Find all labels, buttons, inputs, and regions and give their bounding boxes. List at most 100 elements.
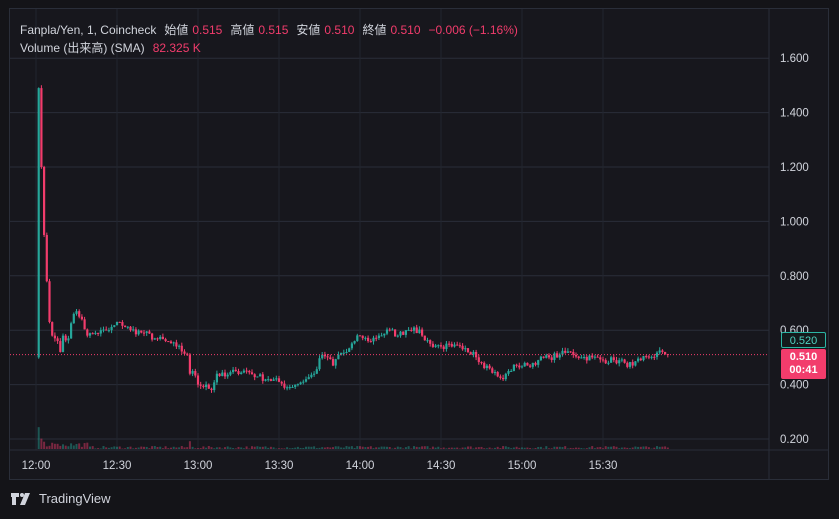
open-value: 0.515	[192, 22, 223, 37]
volume-bar	[340, 447, 343, 449]
candle-body	[637, 358, 640, 362]
volume-bar	[639, 446, 642, 449]
candle-body	[372, 337, 375, 342]
volume-bar	[240, 447, 243, 449]
candle-body	[180, 345, 183, 352]
volume-bar	[442, 447, 445, 449]
candle-body	[642, 356, 645, 361]
candle-body	[248, 371, 251, 373]
volume-bar	[53, 443, 56, 449]
volume-bar	[48, 445, 51, 449]
volume-bar	[261, 446, 264, 449]
candle-body	[553, 353, 556, 360]
candle-body	[288, 387, 291, 389]
volume-bar	[105, 447, 108, 449]
volume-bar	[334, 446, 337, 449]
candle-body	[445, 343, 448, 349]
candle-body	[483, 362, 486, 369]
volume-bar	[361, 446, 364, 449]
candle-body	[601, 359, 605, 361]
candle-body	[64, 335, 67, 341]
volume-bar	[396, 446, 399, 449]
volume-bar	[113, 446, 116, 449]
volume-bar	[475, 447, 478, 449]
volume-bar	[37, 427, 40, 449]
candle-body	[299, 382, 302, 385]
volume-bar	[253, 446, 256, 449]
volume-bar	[656, 446, 658, 449]
candle-body	[302, 381, 305, 383]
volume-bar	[566, 448, 569, 449]
volume-bar	[502, 446, 505, 449]
candle-body	[658, 350, 661, 353]
candle-body	[191, 371, 194, 374]
candle-body	[399, 331, 402, 336]
candle-body	[612, 357, 615, 361]
volume-bar	[245, 446, 248, 449]
candle-body	[269, 379, 272, 381]
candle-body	[561, 350, 564, 355]
candle-body	[620, 359, 623, 361]
candle-body	[159, 336, 162, 339]
volume-bar	[421, 446, 424, 449]
candle-body	[353, 341, 356, 344]
candle-body	[205, 384, 208, 387]
candle-body	[607, 362, 610, 364]
volume-bar	[634, 446, 637, 449]
close-label: 終値	[362, 23, 387, 37]
volume-bar	[491, 448, 494, 449]
candle-body	[67, 338, 70, 341]
volume-bar	[593, 448, 596, 449]
volume-bar	[264, 446, 267, 449]
time-tick-label: 13:00	[184, 460, 213, 472]
close-value: 0.510	[390, 22, 421, 37]
volume-bar	[369, 446, 372, 449]
candle-body	[383, 333, 386, 336]
candle-body	[323, 354, 326, 357]
volume-bar	[178, 447, 181, 449]
volume-bar	[615, 446, 618, 449]
volume-bar	[583, 448, 586, 449]
volume-bar	[67, 446, 70, 449]
candle-body	[412, 327, 416, 331]
volume-bar	[126, 446, 129, 449]
symbol-title[interactable]: Fanpla/Yen, 1, Coincheck	[20, 22, 157, 37]
volume-bar	[299, 447, 302, 449]
candle-body	[569, 351, 572, 353]
volume-bar	[175, 447, 178, 449]
volume-bar	[488, 447, 491, 449]
tradingview-logo[interactable]: TradingView	[11, 491, 111, 506]
candle-body	[321, 354, 324, 359]
volume-bar	[461, 447, 464, 449]
volume-bar	[64, 445, 67, 449]
volume-bar	[575, 447, 577, 449]
candle-body	[618, 360, 621, 364]
volume-bar	[367, 446, 370, 449]
volume-bar	[388, 446, 391, 449]
candle-body	[350, 343, 353, 349]
candle-body	[512, 364, 515, 371]
change-value: −0.006 (−1.16%)	[428, 22, 518, 37]
volume-bar	[86, 442, 89, 449]
volume-bar	[356, 446, 359, 449]
volume-bar	[89, 446, 91, 449]
volume-bar	[499, 448, 502, 449]
volume-bar	[599, 446, 602, 449]
candle-body	[453, 344, 456, 347]
volume-bar	[70, 443, 73, 449]
candle-body	[518, 365, 521, 368]
volume-bar	[483, 448, 486, 449]
candle-body	[145, 331, 148, 333]
chart-area[interactable]: 1.6001.4001.2001.0000.8000.6000.4000.200…	[9, 8, 829, 480]
candle-body	[115, 321, 119, 326]
candle-body	[51, 322, 54, 336]
candle-body	[572, 351, 575, 355]
volume-bar	[512, 447, 515, 449]
price-tick-label: 1.600	[780, 53, 809, 65]
candle-body	[215, 373, 218, 383]
volume-title[interactable]: Volume (出来高) (SMA)	[20, 41, 145, 55]
volume-bar	[450, 447, 453, 449]
volume-bar	[183, 447, 186, 449]
candlestick-chart[interactable]: 1.6001.4001.2001.0000.8000.6000.4000.200…	[10, 9, 828, 479]
candle-body	[102, 329, 105, 331]
